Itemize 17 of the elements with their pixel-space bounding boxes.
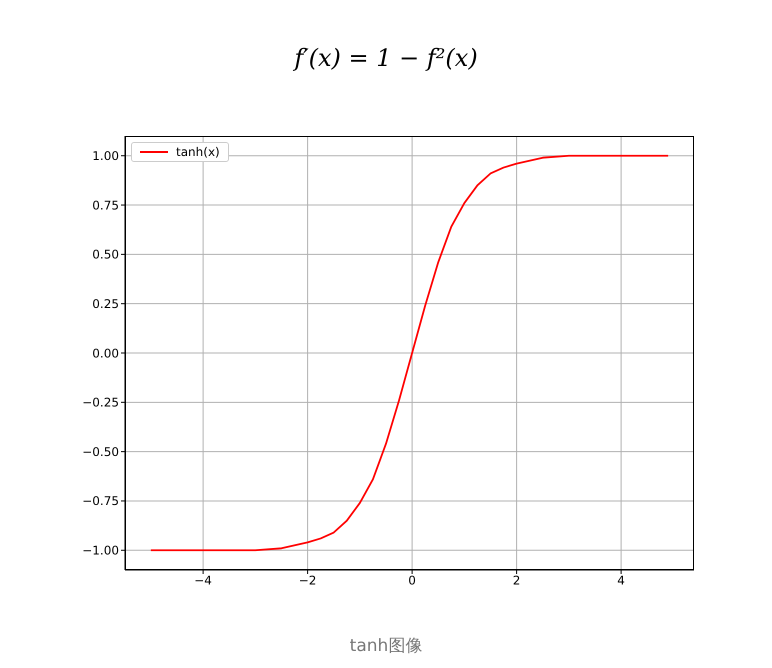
y-tick-label: 0.25 <box>92 296 119 311</box>
x-tick-label: 4 <box>617 574 625 588</box>
y-tick-label: 1.00 <box>92 148 119 163</box>
x-tick-label: 0 <box>408 574 416 588</box>
y-tick-label: 0.50 <box>92 248 119 262</box>
y-tick-label: −1.00 <box>82 544 119 558</box>
x-tick-label: −4 <box>194 574 212 588</box>
legend-label: tanh(x) <box>176 145 220 159</box>
text: tanh图像 <box>348 635 424 657</box>
y-tick-label: −0.25 <box>82 396 119 410</box>
chart-title: f′(x) = 1 − f²(x) <box>292 44 479 72</box>
y-tick-label: 0.75 <box>92 198 119 212</box>
x-tick-label: −2 <box>298 574 316 588</box>
y-tick-label: −0.75 <box>82 494 119 508</box>
y-tick-label: 0.00 <box>92 346 119 360</box>
y-tick-label: −0.50 <box>82 444 119 459</box>
x-tick-label: 2 <box>512 574 520 588</box>
